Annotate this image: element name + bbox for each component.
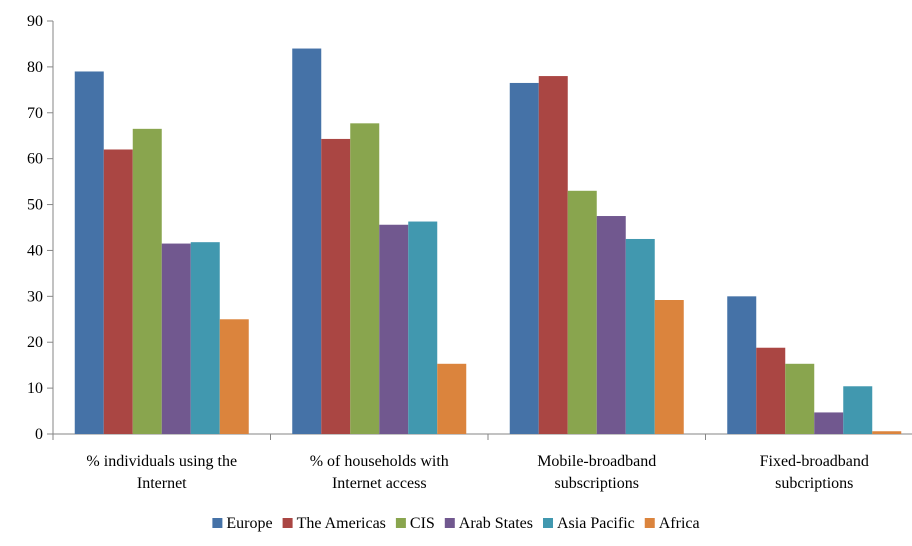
bar-asia-pacific bbox=[408, 221, 438, 434]
bar-arab-states bbox=[161, 243, 191, 434]
bar-the-americas bbox=[538, 76, 568, 435]
bar-cis bbox=[132, 128, 162, 435]
legend-label-asia-pacific: Asia Pacific bbox=[557, 515, 635, 532]
bar-the-americas bbox=[321, 138, 351, 434]
bar-the-americas bbox=[756, 347, 786, 434]
bar-europe bbox=[727, 296, 757, 434]
bar-europe bbox=[74, 71, 104, 434]
legend-label-arab-states: Arab States bbox=[459, 515, 533, 532]
bar-africa bbox=[219, 319, 249, 434]
legend-swatch-arab-states bbox=[444, 518, 455, 528]
x-category-label: Mobile-broadband subscriptions bbox=[537, 453, 656, 492]
bar-africa bbox=[654, 300, 684, 434]
legend-label-cis: CIS bbox=[410, 515, 435, 532]
y-tick-label: 70 bbox=[27, 105, 43, 122]
legend-swatch-asia-pacific bbox=[543, 518, 553, 528]
y-tick-label: 20 bbox=[27, 334, 43, 351]
y-tick-label: 0 bbox=[35, 426, 43, 443]
bar-africa bbox=[872, 431, 902, 434]
bar-cis bbox=[567, 190, 597, 434]
bar-arab-states bbox=[596, 216, 626, 434]
x-axis bbox=[52, 433, 912, 440]
y-tick-label: 60 bbox=[27, 151, 43, 168]
y-tick-label: 40 bbox=[27, 242, 43, 259]
y-tick-label: 50 bbox=[27, 197, 43, 214]
legend-swatch-cis bbox=[395, 518, 406, 528]
y-tick-label: 30 bbox=[27, 288, 43, 305]
legend-label-europe: Europe bbox=[226, 515, 272, 532]
bar-africa bbox=[437, 363, 467, 434]
category-labels: % individuals using the Internet % of hous… bbox=[86, 453, 868, 492]
bar-the-americas bbox=[103, 149, 133, 434]
y-axis: 0 10 20 30 40 50 60 70 80 90 bbox=[27, 13, 54, 443]
legend-label-africa: Africa bbox=[659, 515, 700, 532]
legend: Europe The Americas CIS Arab States Asia Pac… bbox=[212, 515, 700, 532]
legend-swatch-europe bbox=[212, 518, 223, 528]
y-tick-label: 90 bbox=[27, 13, 43, 30]
x-category-label: Fixed-broadband subcriptions bbox=[760, 453, 869, 492]
bar-asia-pacific bbox=[625, 238, 655, 434]
bar-arab-states bbox=[379, 224, 409, 434]
bar-europe bbox=[509, 82, 539, 434]
bar-europe bbox=[292, 48, 322, 435]
legend-swatch-africa bbox=[644, 518, 655, 528]
y-tick-label: 80 bbox=[27, 59, 43, 76]
y-tick-label: 10 bbox=[27, 380, 43, 397]
legend-swatch-the-americas bbox=[282, 518, 293, 528]
bar-cis bbox=[350, 123, 380, 435]
bar-asia-pacific bbox=[843, 386, 873, 434]
bar-cis bbox=[785, 363, 815, 434]
bars bbox=[74, 48, 902, 435]
legend-label-the-americas: The Americas bbox=[297, 515, 386, 532]
x-category-label: % individuals using the Internet bbox=[86, 453, 237, 492]
bar-arab-states bbox=[814, 412, 844, 434]
bar-asia-pacific bbox=[190, 242, 220, 434]
x-category-label: % of households with Internet access bbox=[310, 453, 449, 492]
